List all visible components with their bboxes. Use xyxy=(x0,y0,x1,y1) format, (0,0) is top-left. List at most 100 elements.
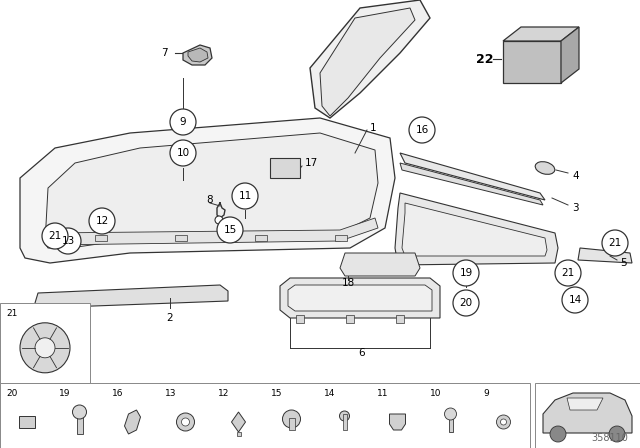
Text: 7: 7 xyxy=(161,48,168,58)
Polygon shape xyxy=(45,133,378,248)
Circle shape xyxy=(555,260,581,286)
Polygon shape xyxy=(48,218,378,245)
Text: 358110: 358110 xyxy=(591,433,628,443)
Polygon shape xyxy=(20,118,395,263)
Text: 15: 15 xyxy=(271,388,282,397)
Text: 14: 14 xyxy=(324,388,335,397)
Text: 20: 20 xyxy=(460,298,472,308)
Circle shape xyxy=(409,117,435,143)
Circle shape xyxy=(42,223,68,249)
Text: 3: 3 xyxy=(572,203,579,213)
Circle shape xyxy=(339,411,349,421)
Bar xyxy=(255,235,267,241)
Text: 9: 9 xyxy=(483,388,489,397)
Text: 12: 12 xyxy=(95,216,109,226)
Text: 22: 22 xyxy=(476,52,493,65)
Bar xyxy=(95,235,107,241)
Bar xyxy=(535,383,640,448)
Circle shape xyxy=(550,426,566,442)
Bar xyxy=(77,414,83,434)
Circle shape xyxy=(232,183,258,209)
Circle shape xyxy=(170,109,196,135)
Text: 2: 2 xyxy=(166,313,173,323)
Bar xyxy=(175,235,187,241)
Text: 15: 15 xyxy=(223,225,237,235)
Circle shape xyxy=(562,287,588,313)
Text: 21: 21 xyxy=(6,309,17,318)
Text: 16: 16 xyxy=(415,125,429,135)
Text: 1: 1 xyxy=(370,123,376,133)
Text: 8: 8 xyxy=(207,195,213,205)
Polygon shape xyxy=(183,45,212,65)
Text: 21: 21 xyxy=(561,268,575,278)
Polygon shape xyxy=(320,8,415,116)
Circle shape xyxy=(445,408,456,420)
Polygon shape xyxy=(35,285,228,308)
Bar xyxy=(270,158,300,178)
Text: 11: 11 xyxy=(238,191,252,201)
Circle shape xyxy=(170,140,196,166)
Text: 11: 11 xyxy=(377,388,388,397)
Bar xyxy=(342,414,346,430)
Circle shape xyxy=(20,323,70,373)
Polygon shape xyxy=(400,163,543,205)
Circle shape xyxy=(217,217,243,243)
Polygon shape xyxy=(395,193,558,265)
Text: 5: 5 xyxy=(620,258,627,268)
Circle shape xyxy=(602,230,628,256)
Bar xyxy=(296,315,304,323)
Polygon shape xyxy=(390,414,406,430)
Circle shape xyxy=(72,405,86,419)
Polygon shape xyxy=(280,278,440,318)
Bar xyxy=(449,416,452,432)
Circle shape xyxy=(282,410,301,428)
Bar xyxy=(237,432,241,436)
Polygon shape xyxy=(402,203,547,256)
Polygon shape xyxy=(400,153,545,200)
Text: 19: 19 xyxy=(59,388,70,397)
Circle shape xyxy=(182,418,189,426)
Polygon shape xyxy=(340,253,420,276)
Text: 6: 6 xyxy=(358,348,365,358)
Text: 13: 13 xyxy=(61,236,75,246)
Bar xyxy=(335,235,347,241)
Polygon shape xyxy=(567,398,603,410)
Polygon shape xyxy=(503,27,579,41)
Polygon shape xyxy=(310,0,430,118)
Circle shape xyxy=(55,228,81,254)
Text: 19: 19 xyxy=(460,268,472,278)
Bar xyxy=(0,303,90,383)
Circle shape xyxy=(453,260,479,286)
Ellipse shape xyxy=(535,162,555,174)
Text: 21: 21 xyxy=(609,238,621,248)
Polygon shape xyxy=(188,48,208,62)
Polygon shape xyxy=(19,416,35,428)
Polygon shape xyxy=(503,41,561,83)
Text: 13: 13 xyxy=(165,388,177,397)
Text: 4: 4 xyxy=(572,171,579,181)
Text: 16: 16 xyxy=(112,388,124,397)
Polygon shape xyxy=(288,285,432,311)
Polygon shape xyxy=(543,393,632,433)
Text: 18: 18 xyxy=(341,278,355,288)
Circle shape xyxy=(35,338,55,358)
Text: 21: 21 xyxy=(49,231,61,241)
Polygon shape xyxy=(232,412,246,432)
Polygon shape xyxy=(561,27,579,83)
Bar xyxy=(396,315,404,323)
Text: 20: 20 xyxy=(6,388,17,397)
Circle shape xyxy=(177,413,195,431)
Circle shape xyxy=(215,216,223,224)
Text: 14: 14 xyxy=(568,295,582,305)
Polygon shape xyxy=(125,410,141,434)
Text: 12: 12 xyxy=(218,388,229,397)
Circle shape xyxy=(89,208,115,234)
Bar xyxy=(346,315,354,323)
Bar xyxy=(0,383,530,448)
Text: 10: 10 xyxy=(177,148,189,158)
Polygon shape xyxy=(578,248,632,263)
Text: 9: 9 xyxy=(180,117,186,127)
Circle shape xyxy=(500,419,506,425)
Circle shape xyxy=(497,415,511,429)
Circle shape xyxy=(609,426,625,442)
